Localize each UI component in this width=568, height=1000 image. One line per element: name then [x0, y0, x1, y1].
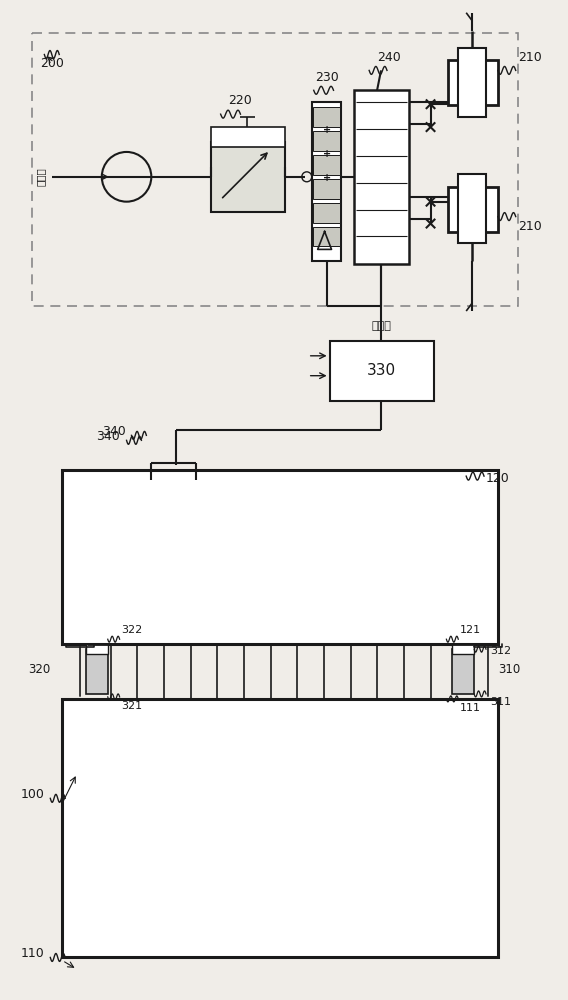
Text: 340: 340 — [102, 425, 126, 438]
Text: 340: 340 — [96, 430, 120, 443]
Text: 312: 312 — [490, 646, 511, 656]
Text: +: + — [323, 125, 331, 135]
Bar — [452, 649, 474, 694]
Bar — [313, 227, 340, 246]
Text: 111: 111 — [460, 703, 481, 713]
Bar — [458, 174, 486, 243]
Bar — [62, 699, 498, 957]
Bar — [313, 107, 340, 127]
Bar — [313, 179, 340, 199]
Text: 311: 311 — [490, 697, 511, 707]
Text: 210: 210 — [517, 220, 541, 233]
Text: +: + — [323, 149, 331, 159]
Text: 110: 110 — [20, 947, 44, 960]
Bar — [448, 187, 498, 232]
Text: 220: 220 — [228, 94, 252, 107]
Bar — [458, 48, 486, 117]
Text: +: + — [323, 173, 331, 183]
Text: 330: 330 — [366, 363, 395, 378]
Bar — [62, 470, 498, 644]
Bar — [448, 60, 498, 105]
Text: 322: 322 — [122, 625, 143, 635]
Bar — [211, 127, 285, 147]
Bar — [86, 649, 108, 694]
Bar — [452, 644, 474, 654]
Bar — [313, 203, 340, 223]
Bar — [313, 155, 340, 175]
Text: 240: 240 — [377, 51, 401, 64]
Bar — [86, 644, 108, 654]
Text: 320: 320 — [28, 663, 51, 676]
Text: 121: 121 — [460, 625, 482, 635]
Text: 210: 210 — [517, 51, 541, 64]
Text: 230: 230 — [315, 71, 339, 84]
Text: 321: 321 — [122, 701, 143, 711]
Bar — [211, 142, 285, 212]
Text: 接电源: 接电源 — [371, 321, 391, 331]
Text: 200: 200 — [40, 57, 64, 70]
Text: 100: 100 — [20, 788, 44, 801]
Bar — [32, 33, 517, 306]
Bar — [312, 102, 341, 261]
Text: 310: 310 — [498, 663, 520, 676]
Text: 120: 120 — [486, 472, 509, 485]
Bar — [354, 90, 409, 264]
Text: 接气源: 接气源 — [35, 167, 45, 186]
Bar — [313, 131, 340, 151]
Bar — [329, 341, 433, 401]
